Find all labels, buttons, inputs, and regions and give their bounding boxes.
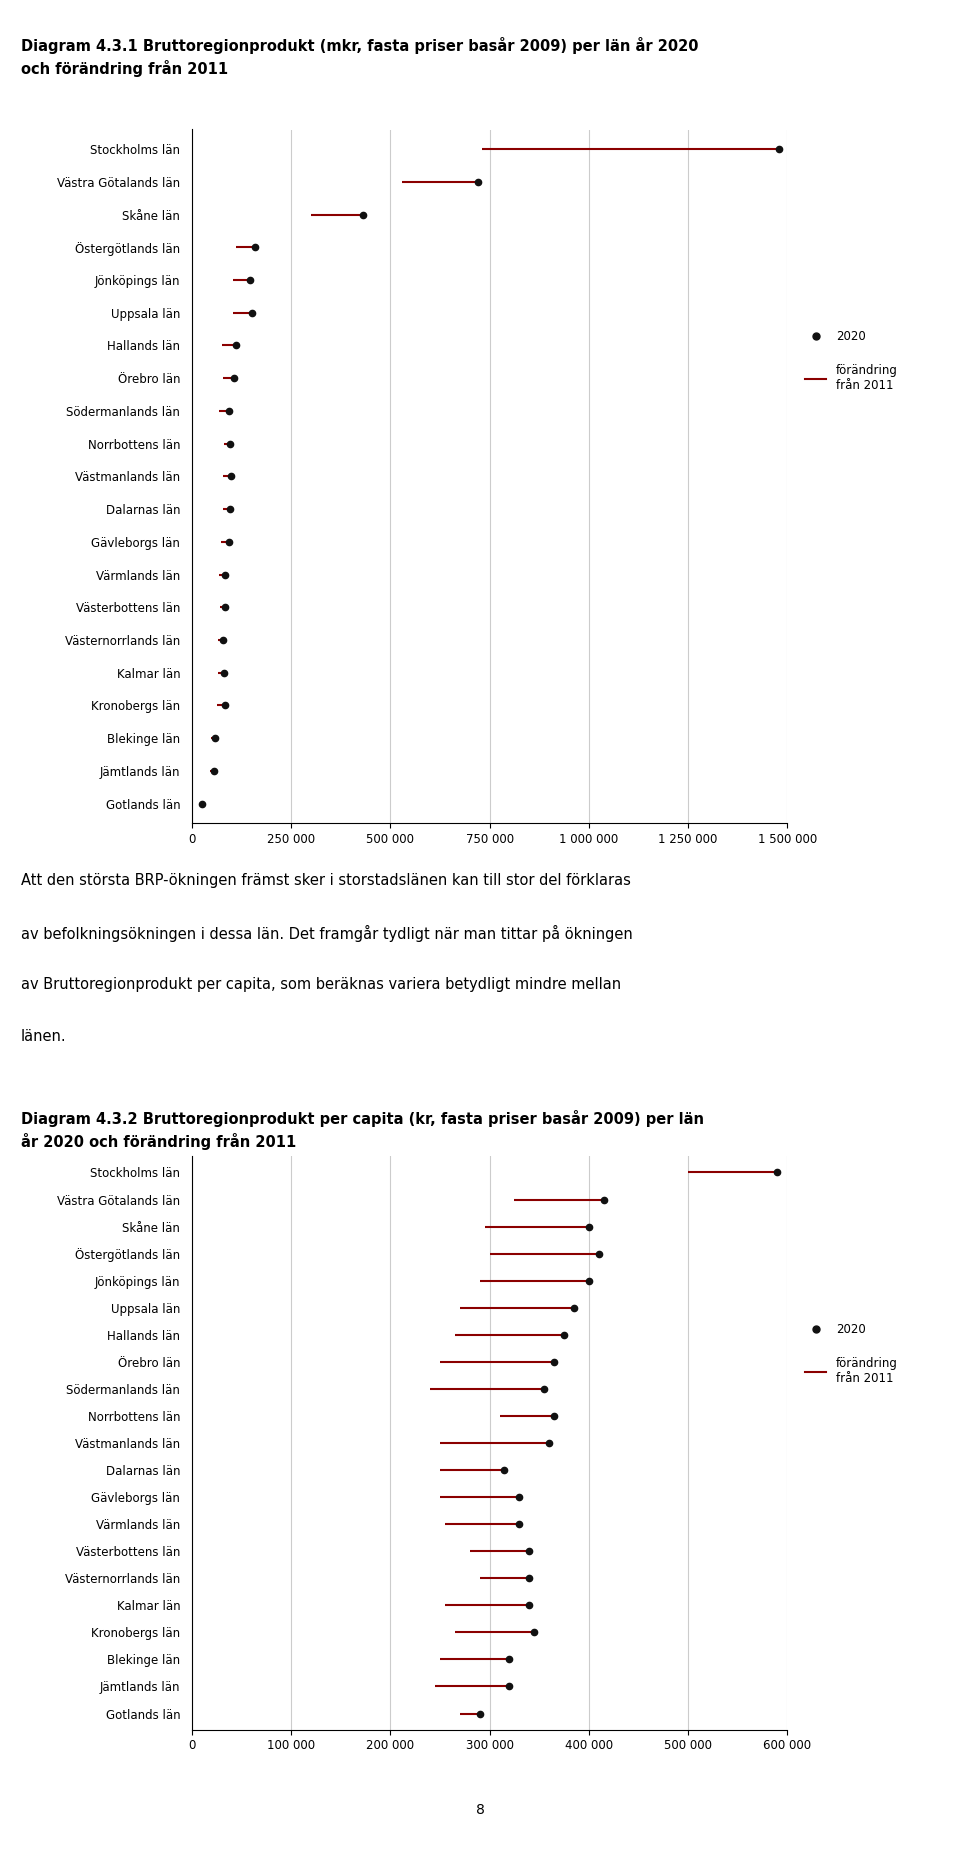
Text: Att den största BRP-ökningen främst sker i storstadslänen kan till stor del förk: Att den största BRP-ökningen främst sker… (21, 873, 631, 888)
Legend: 2020, förändring
från 2011: 2020, förändring från 2011 (805, 1323, 898, 1386)
Text: Diagram 4.3.2 Bruttoregionprodukt per capita (kr, fasta priser basår 2009) per l: Diagram 4.3.2 Bruttoregionprodukt per ca… (21, 1110, 704, 1149)
Text: länen.: länen. (21, 1029, 67, 1043)
Text: 8: 8 (475, 1802, 485, 1817)
Text: av Bruttoregionprodukt per capita, som beräknas variera betydligt mindre mellan: av Bruttoregionprodukt per capita, som b… (21, 977, 621, 992)
Legend: 2020, förändring
från 2011: 2020, förändring från 2011 (805, 329, 898, 392)
Text: Diagram 4.3.1 Bruttoregionprodukt (mkr, fasta priser basår 2009) per län år 2020: Diagram 4.3.1 Bruttoregionprodukt (mkr, … (21, 37, 699, 76)
Text: av befolkningsökningen i dessa län. Det framgår tydligt när man tittar på ökning: av befolkningsökningen i dessa län. Det … (21, 925, 633, 942)
